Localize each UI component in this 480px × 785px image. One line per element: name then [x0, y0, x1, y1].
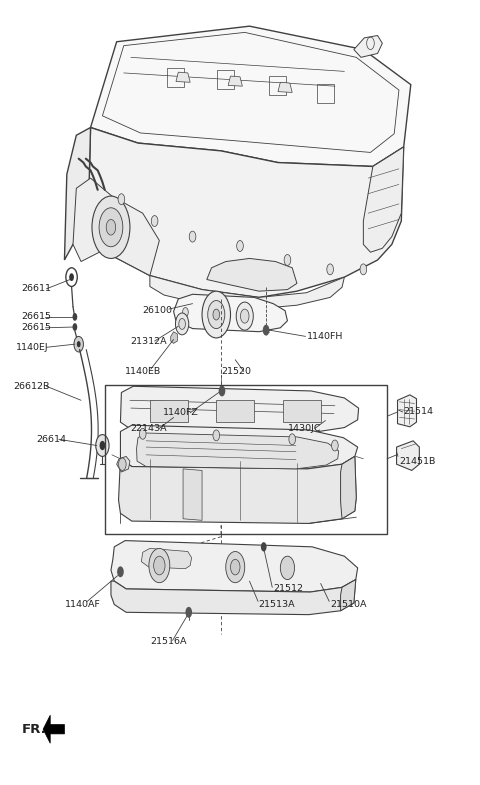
Text: 21451B: 21451B	[399, 457, 435, 466]
Circle shape	[117, 566, 124, 577]
Circle shape	[230, 559, 240, 575]
Text: 1140FZ: 1140FZ	[163, 408, 199, 418]
Text: 26612B: 26612B	[13, 382, 49, 391]
Text: 26611: 26611	[22, 284, 52, 294]
Circle shape	[149, 549, 170, 582]
Circle shape	[99, 441, 105, 450]
Circle shape	[332, 440, 338, 451]
Circle shape	[240, 309, 249, 323]
Polygon shape	[171, 332, 178, 343]
Circle shape	[202, 291, 230, 338]
Polygon shape	[396, 441, 420, 470]
Polygon shape	[283, 400, 321, 422]
Circle shape	[237, 240, 243, 251]
Polygon shape	[111, 541, 358, 592]
Circle shape	[139, 429, 146, 440]
Polygon shape	[120, 425, 358, 469]
Polygon shape	[176, 72, 190, 82]
Text: 1430JC: 1430JC	[288, 424, 321, 433]
Circle shape	[185, 607, 192, 618]
Circle shape	[182, 308, 188, 317]
Polygon shape	[150, 276, 344, 309]
Circle shape	[179, 319, 185, 330]
Circle shape	[289, 434, 296, 445]
Polygon shape	[111, 579, 356, 615]
Polygon shape	[120, 386, 359, 433]
Polygon shape	[341, 579, 356, 611]
Circle shape	[92, 196, 130, 258]
Circle shape	[74, 337, 84, 352]
Polygon shape	[117, 456, 130, 472]
Text: 21512: 21512	[273, 584, 303, 593]
Polygon shape	[354, 35, 383, 57]
Text: 26100: 26100	[143, 306, 173, 315]
Polygon shape	[119, 456, 356, 524]
Bar	[105, 385, 387, 535]
Circle shape	[261, 542, 266, 552]
Polygon shape	[141, 549, 192, 568]
Circle shape	[226, 552, 245, 582]
Circle shape	[284, 254, 291, 265]
Text: 26614: 26614	[36, 435, 66, 444]
Circle shape	[72, 323, 77, 331]
Text: 1140AF: 1140AF	[64, 600, 100, 609]
Circle shape	[263, 325, 269, 336]
Circle shape	[213, 430, 219, 441]
Polygon shape	[278, 82, 292, 93]
Circle shape	[236, 302, 253, 330]
Polygon shape	[43, 715, 64, 743]
Circle shape	[118, 194, 125, 205]
Text: 1140EB: 1140EB	[125, 367, 161, 376]
Circle shape	[154, 557, 165, 575]
Polygon shape	[207, 258, 297, 291]
Polygon shape	[150, 400, 188, 422]
Polygon shape	[183, 469, 202, 520]
Text: 26615: 26615	[22, 312, 52, 321]
Polygon shape	[88, 127, 404, 298]
Text: 21516A: 21516A	[150, 637, 186, 646]
Circle shape	[189, 231, 196, 242]
Circle shape	[96, 435, 109, 456]
Circle shape	[280, 557, 295, 579]
Text: FR.: FR.	[22, 723, 47, 736]
Text: 21513A: 21513A	[258, 600, 295, 609]
Text: 21510A: 21510A	[330, 600, 367, 609]
Circle shape	[72, 313, 77, 321]
Polygon shape	[341, 456, 356, 519]
Text: 21514: 21514	[404, 407, 434, 417]
Circle shape	[77, 341, 81, 347]
Polygon shape	[228, 76, 242, 86]
Polygon shape	[64, 127, 91, 260]
Circle shape	[213, 309, 219, 320]
Circle shape	[219, 385, 225, 396]
Polygon shape	[363, 147, 404, 252]
Circle shape	[327, 264, 334, 275]
Text: 26615: 26615	[22, 323, 52, 332]
Text: 1140FH: 1140FH	[306, 332, 343, 341]
Circle shape	[106, 220, 116, 235]
Text: 21312A: 21312A	[130, 337, 167, 345]
Text: 21520: 21520	[221, 367, 251, 376]
Polygon shape	[216, 400, 254, 422]
Circle shape	[360, 264, 367, 275]
Circle shape	[176, 313, 189, 335]
Polygon shape	[137, 433, 339, 469]
Text: 22143A: 22143A	[130, 424, 167, 433]
Polygon shape	[91, 26, 411, 166]
Polygon shape	[73, 178, 159, 276]
Polygon shape	[397, 395, 417, 427]
Circle shape	[208, 301, 225, 329]
Circle shape	[119, 458, 126, 470]
Circle shape	[99, 208, 123, 246]
Circle shape	[151, 216, 158, 227]
Circle shape	[69, 273, 74, 281]
Polygon shape	[174, 294, 288, 332]
Text: 1140EJ: 1140EJ	[16, 343, 48, 352]
